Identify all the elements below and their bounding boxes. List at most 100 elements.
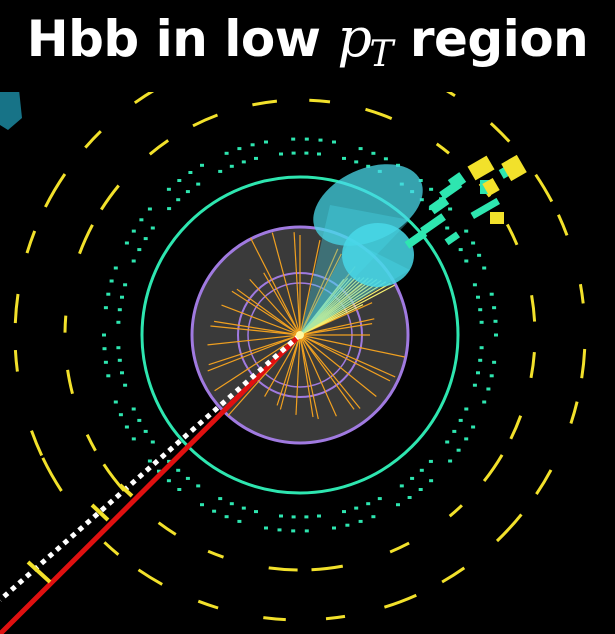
calorimeter-segment	[441, 566, 466, 584]
track	[299, 323, 373, 336]
calorimeter-segment	[448, 504, 463, 518]
tracker-hit	[332, 140, 336, 144]
tracker-hit	[254, 510, 258, 514]
track	[299, 284, 395, 336]
tracker-hit	[177, 488, 182, 491]
tracker-hit	[464, 407, 469, 411]
title-text: Hbb in low	[26, 10, 338, 68]
tracker-hit	[428, 459, 433, 463]
calorimeter-yellow-blocks	[467, 154, 527, 224]
tracker-hit	[279, 514, 283, 518]
calorimeter-segment	[197, 599, 219, 610]
calorimeter-segment	[309, 98, 331, 104]
tracker-hit	[116, 320, 121, 324]
calorimeter-segment	[383, 593, 417, 609]
calorimeter-segment	[311, 564, 344, 572]
tracker-hit	[102, 333, 106, 337]
tracker-ring	[140, 175, 460, 495]
calorimeter-segment	[207, 549, 224, 559]
tracker-hit	[254, 156, 258, 160]
tracker-hit	[482, 266, 487, 270]
tracker-hit	[418, 488, 423, 491]
calorimeter-segment	[84, 130, 102, 149]
tracker-hit	[224, 515, 229, 519]
tracker-hit	[471, 425, 476, 429]
track	[299, 334, 396, 378]
tracker-hit	[445, 226, 450, 230]
tracker-hit	[200, 503, 204, 507]
calorimeter-segment	[66, 369, 74, 395]
tracker-hit	[116, 346, 121, 350]
tracker-hit	[177, 179, 182, 182]
charged-tracks	[207, 232, 405, 420]
tracker-hit	[419, 468, 424, 472]
tracker-hit	[143, 237, 148, 241]
tracker-hit	[464, 437, 469, 441]
track	[214, 334, 301, 392]
tracker-hit	[479, 346, 484, 350]
tracker-hit	[200, 163, 204, 167]
tracker-hit	[304, 151, 309, 155]
tracker-hit	[358, 519, 363, 523]
title-subscript: T	[369, 34, 393, 75]
tracker-hit	[492, 360, 497, 364]
tracker-hit	[218, 497, 223, 501]
calorimeter-segment	[578, 283, 585, 304]
track	[299, 239, 321, 336]
track	[207, 334, 301, 346]
track	[210, 325, 301, 336]
tracker-hit	[477, 253, 482, 257]
tracker-hit	[371, 515, 376, 519]
tracker-hit	[478, 308, 483, 312]
tracker-hit	[458, 418, 463, 422]
tracker-hit	[117, 358, 122, 362]
calorimeter-segment	[148, 139, 170, 156]
track	[299, 253, 342, 336]
calorimeter-segment	[535, 469, 553, 495]
calorimeter-segment	[530, 294, 537, 322]
calorimeter-deposits	[404, 161, 520, 249]
tracker-hit	[237, 147, 242, 151]
calorimeter-segment	[78, 224, 94, 255]
tracker-hit	[486, 387, 491, 391]
tracker-hit	[304, 515, 309, 519]
jet-cone-cap-1	[313, 164, 423, 246]
calorimeter-segment	[529, 351, 536, 379]
tracker-hit	[157, 469, 161, 473]
tracker-hit	[113, 266, 118, 270]
tracker-hit	[342, 510, 346, 514]
track	[236, 288, 301, 336]
track	[214, 320, 301, 336]
tracker-hit	[139, 218, 144, 222]
tracker-hit	[150, 440, 155, 444]
tracker-hit	[419, 198, 424, 202]
track	[207, 334, 301, 372]
calorimeter-segment	[389, 541, 410, 554]
tracker-hit	[196, 182, 201, 186]
tracker-hit	[396, 503, 400, 507]
tracker-hit	[103, 360, 108, 364]
tracker-hit	[383, 157, 388, 161]
tracker-hit	[317, 152, 321, 156]
calorimeter-segment	[365, 107, 393, 120]
tracker-hit	[399, 484, 404, 488]
calorimeter-segment	[509, 415, 523, 440]
figure-title: Hbb in low pT region	[0, 6, 615, 75]
tracker-hit	[342, 156, 346, 160]
tracker-hit	[117, 308, 122, 312]
tracker-hit	[167, 459, 172, 463]
tracker-hit	[366, 502, 371, 506]
title-variable: pT	[337, 6, 393, 75]
track	[293, 232, 301, 336]
track	[299, 334, 377, 397]
track	[299, 334, 319, 420]
tracker-hit	[345, 523, 350, 527]
tracker-hit	[237, 519, 242, 523]
tracker-hit	[493, 319, 498, 323]
tracker-hit	[291, 515, 296, 519]
tracker-hit	[291, 137, 296, 141]
tracker-hit	[166, 479, 171, 483]
track	[208, 334, 301, 366]
tracker-hit	[358, 147, 363, 151]
